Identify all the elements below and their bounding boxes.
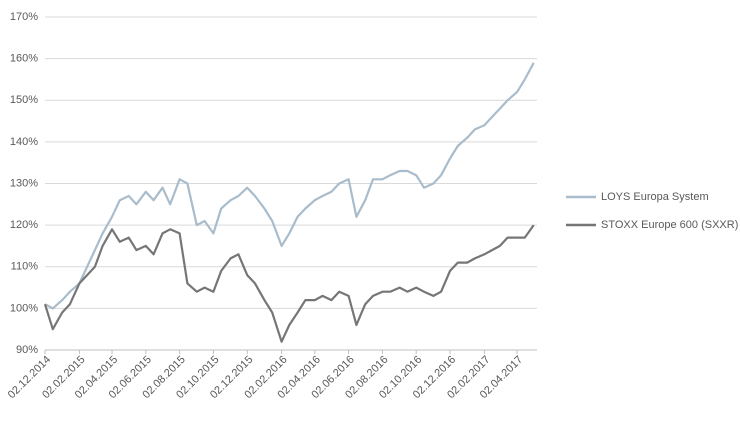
y-tick-label: 160% [10,53,38,65]
y-tick-label: 110% [11,261,39,273]
y-tick-label: 100% [10,302,38,314]
y-tick-label: 130% [10,177,38,189]
y-tick-label: 140% [10,136,38,148]
series-line [43,224,535,343]
series-line [44,62,535,310]
legend-label: LOYS Europa System [601,191,709,203]
y-tick-label: 90% [16,344,38,356]
legend-label: STOXX Europe 600 (SXXR) [601,219,738,231]
y-tick-label: 120% [10,219,38,231]
y-tick-label: 150% [10,94,38,106]
y-tick-label: 170% [10,11,38,23]
